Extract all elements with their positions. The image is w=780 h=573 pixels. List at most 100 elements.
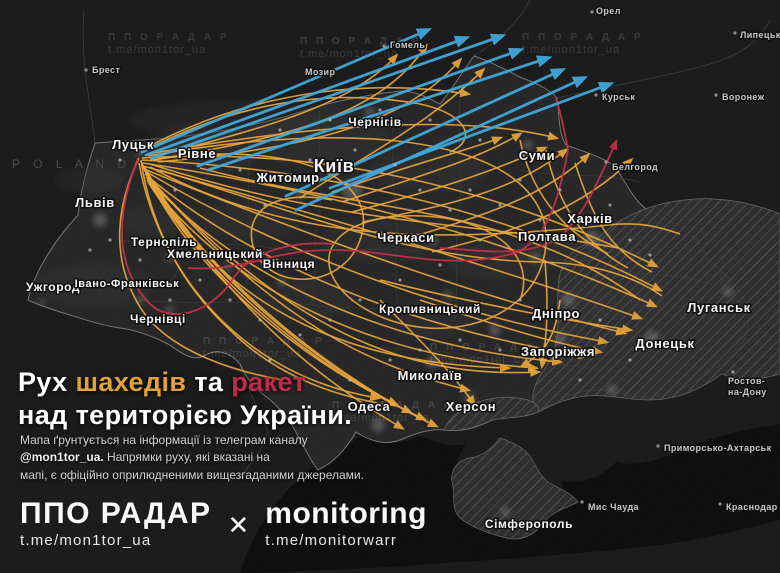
collab-x-icon: ✕ (227, 509, 250, 540)
city-label: Харків (567, 211, 613, 226)
brand-right: monitoring t.me/monitorwarr (265, 498, 427, 549)
city-label: Херсон (446, 399, 496, 414)
watermark-line1: П П О Р А Д А Р (300, 36, 422, 47)
title-word: та (194, 367, 224, 397)
drone-route (144, 167, 440, 428)
town-dot (138, 258, 142, 262)
watermark: П П О Р А Д А Рt.me/mon1tor_ua (108, 32, 230, 56)
rocket-route (121, 157, 335, 315)
town-dot (308, 158, 312, 162)
drone-route (151, 183, 405, 430)
watermark: П П О Р А Д А Рt.me/mon1tor_ua (300, 36, 422, 60)
town-dot (518, 178, 522, 182)
watermark: П П О Р А Д А Рt.me/mon1tor_ua (203, 336, 322, 360)
title-word-rocket: ракет (231, 367, 307, 397)
town-dot (608, 203, 612, 207)
town-dot (733, 31, 737, 35)
town-dot (648, 253, 652, 257)
brand-right-url[interactable]: t.me/monitorwarr (265, 531, 398, 549)
missile-route (284, 68, 567, 198)
missile-route (196, 47, 525, 168)
missile-route (140, 28, 433, 154)
town-dot (358, 298, 362, 302)
drone-route (351, 146, 549, 213)
town-dot (198, 278, 202, 282)
watermark-line2: t.me/mon1tor_ua (300, 48, 398, 60)
watermark-line2: t.me/mon1tor_ua (522, 44, 620, 56)
drone-route (574, 162, 653, 273)
drone-route (142, 165, 644, 320)
town-dot (168, 298, 172, 302)
drone-route (141, 159, 663, 292)
town-dot (328, 118, 332, 122)
foreign-city-label: Приморсько-Ахтарськ (664, 443, 772, 453)
foreign-city-label: Липецьк (740, 30, 780, 40)
description-line: Мапа ґрунтується на інформації із телегр… (20, 433, 308, 447)
town-dot (458, 338, 462, 342)
drone-route (144, 170, 610, 346)
map-description: Мапа ґрунтується на інформації із телегр… (20, 432, 364, 484)
city-label: Одеса (348, 399, 391, 414)
city-label: Івано-Франківськ (75, 278, 180, 290)
watermark-line1: П П О Р А Д А Р (108, 32, 230, 43)
city-label: Хмельницький (167, 247, 263, 261)
brand-left: ППО РАДАР t.me/mon1tor_ua (20, 498, 212, 549)
city-label: Запоріжжя (521, 344, 595, 359)
town-dot (378, 108, 382, 112)
town-dot (598, 318, 602, 322)
drone-route (401, 152, 591, 241)
town-dot (258, 318, 262, 322)
town-dot (478, 238, 482, 242)
town-dot (438, 263, 442, 267)
foreign-city-label: Орел (596, 6, 621, 16)
foreign-city-label: Краснодар (726, 502, 778, 512)
town-dot (448, 208, 452, 212)
channel-handle: @mon1tor_ua. (20, 450, 104, 465)
watermark-line1: П П О Р А Д А Р (522, 32, 644, 43)
page-title-line2: над територією України. (18, 399, 353, 430)
brand-left-url[interactable]: t.me/mon1tor_ua (20, 531, 152, 549)
drone-route (149, 163, 619, 249)
drone-route (138, 162, 382, 402)
city-label: Вінниця (263, 257, 315, 271)
town-dot (173, 188, 177, 192)
city-label: Кропивницький (379, 302, 481, 316)
town-dot (418, 188, 422, 192)
town-dot (718, 502, 722, 506)
city-label: Черкаси (377, 230, 434, 245)
town-dot (382, 44, 386, 48)
drone-route (538, 259, 548, 370)
city-label: Миколаїв (398, 368, 463, 383)
drone-route (147, 123, 560, 155)
town-dot (518, 298, 522, 302)
rocket-route (439, 139, 618, 253)
town-dot (238, 168, 242, 172)
title-word: Рух (18, 367, 68, 397)
city-label: Ужгород (26, 280, 80, 294)
town-dot (88, 248, 92, 252)
city-label: Донецьк (635, 336, 694, 351)
missile-route (150, 33, 507, 160)
town-dot (108, 238, 112, 242)
town-dot (714, 93, 718, 97)
drone-route (519, 139, 609, 255)
foreign-city-label: Курськ (602, 92, 635, 102)
town-dot (268, 358, 272, 362)
town-dot (578, 378, 582, 382)
page-title: Рух шахедів та ракет (18, 366, 352, 399)
town-dot (731, 370, 735, 374)
drone-route (419, 299, 604, 355)
city-label: Луцьк (112, 137, 154, 152)
drone-route (157, 57, 463, 163)
town-dot (298, 378, 302, 382)
town-dot (348, 378, 352, 382)
country-label: P O L A N D (12, 157, 131, 171)
town-dot (468, 188, 472, 192)
missile-route (206, 55, 553, 172)
town-dot (263, 203, 267, 207)
town-dot (328, 318, 332, 322)
drone-route (545, 149, 629, 269)
town-dot (298, 333, 302, 337)
